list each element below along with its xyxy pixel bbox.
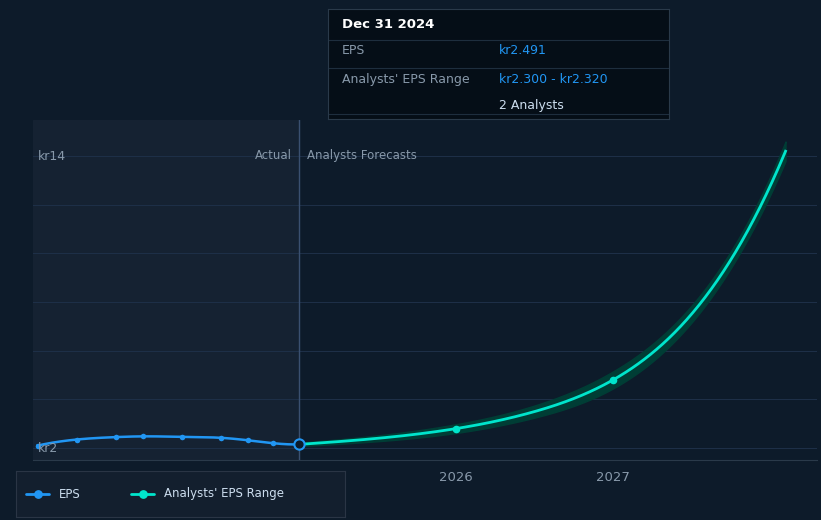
Point (175, 433, 188, 441)
Point (450, 424, 463, 433)
Text: Analysts' EPS Range: Analysts' EPS Range (164, 488, 284, 500)
Text: EPS: EPS (342, 44, 365, 57)
Point (607, 376, 620, 384)
Point (293, 440, 306, 449)
Point (214, 434, 227, 442)
Text: kr2.491: kr2.491 (499, 44, 547, 57)
Point (31, 441, 44, 450)
Text: Dec 31 2024: Dec 31 2024 (342, 18, 434, 31)
Text: Analysts Forecasts: Analysts Forecasts (307, 149, 417, 162)
Point (266, 439, 279, 447)
Point (109, 433, 122, 441)
Text: 2 Analysts: 2 Analysts (499, 99, 563, 112)
Text: EPS: EPS (59, 488, 80, 500)
Text: kr14: kr14 (38, 150, 66, 163)
Text: Actual: Actual (255, 149, 291, 162)
Bar (33, 120, 300, 460)
Text: kr2.300 - kr2.320: kr2.300 - kr2.320 (499, 73, 608, 86)
Text: kr2: kr2 (38, 441, 57, 454)
Text: Analysts' EPS Range: Analysts' EPS Range (342, 73, 470, 86)
Point (70, 435, 83, 444)
Point (31, 490, 44, 498)
Point (293, 440, 306, 449)
Point (241, 436, 255, 445)
Point (136, 490, 149, 498)
Point (136, 432, 149, 440)
